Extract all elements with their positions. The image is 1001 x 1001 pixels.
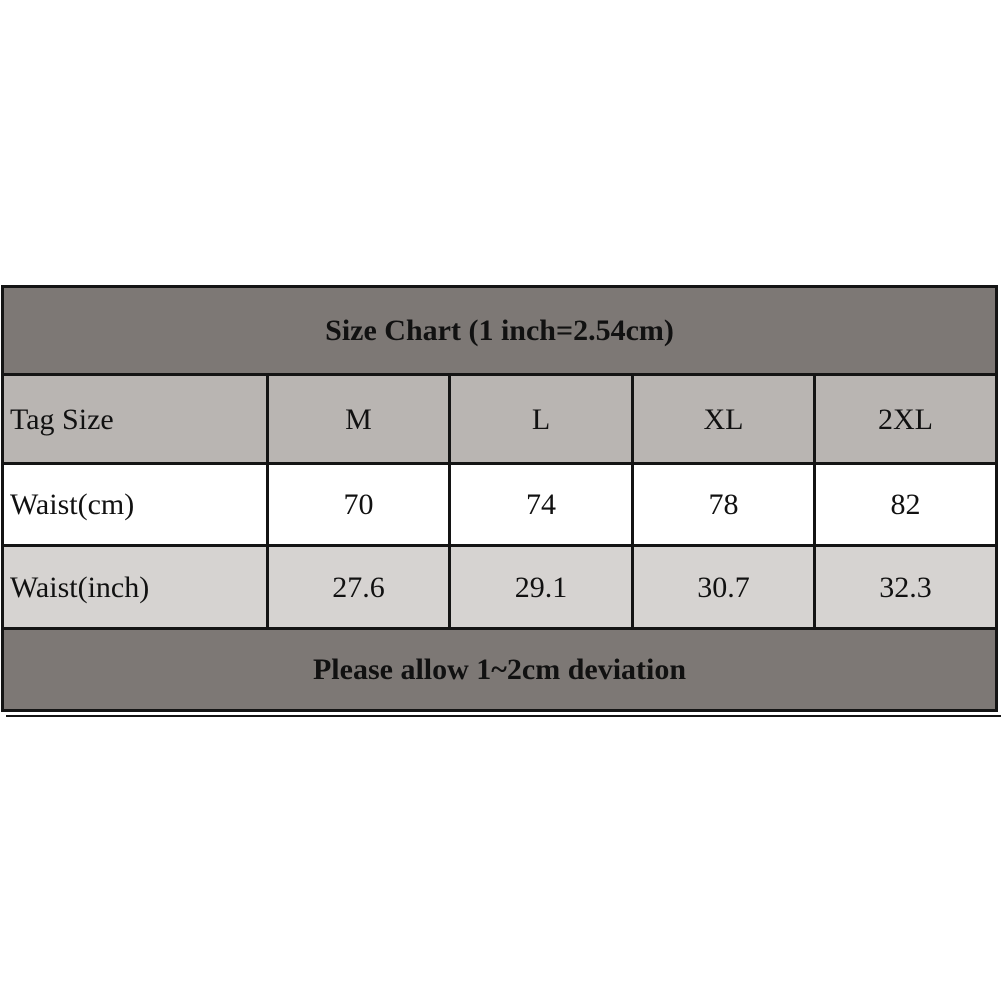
row-label-waist-cm: Waist(cm)	[1, 462, 269, 547]
waist-cm-value-2xl: 82	[812, 462, 999, 547]
column-header-2xl: 2XL	[812, 373, 999, 465]
waist-cm-value-l: 74	[448, 462, 634, 547]
table-row-waist-inch: Waist(inch) 27.6 29.1 30.7 32.3	[1, 544, 999, 630]
column-header-l: L	[448, 373, 634, 465]
size-chart-title: Size Chart (1 inch=2.54cm)	[0, 285, 999, 376]
column-header-tag-size: Tag Size	[1, 373, 269, 465]
size-chart-table: Size Chart (1 inch=2.54cm) Tag Size M L …	[0, 285, 999, 712]
row-label-waist-inch: Waist(inch)	[1, 544, 269, 630]
title-row: Size Chart (1 inch=2.54cm)	[0, 285, 999, 376]
column-header-m: M	[266, 373, 451, 465]
column-header-xl: XL	[631, 373, 816, 465]
header-row: Tag Size M L XL 2XL	[1, 373, 999, 465]
waist-cm-value-xl: 78	[631, 462, 816, 547]
waist-inch-value-2xl: 32.3	[812, 544, 999, 630]
footer-row: Please allow 1~2cm deviation	[0, 627, 999, 712]
waist-cm-value-m: 70	[266, 462, 451, 547]
waist-inch-value-xl: 30.7	[631, 544, 816, 630]
table-row-waist-cm: Waist(cm) 70 74 78 82	[1, 462, 999, 547]
waist-inch-value-l: 29.1	[448, 544, 634, 630]
waist-inch-value-m: 27.6	[266, 544, 451, 630]
deviation-note: Please allow 1~2cm deviation	[0, 627, 999, 712]
